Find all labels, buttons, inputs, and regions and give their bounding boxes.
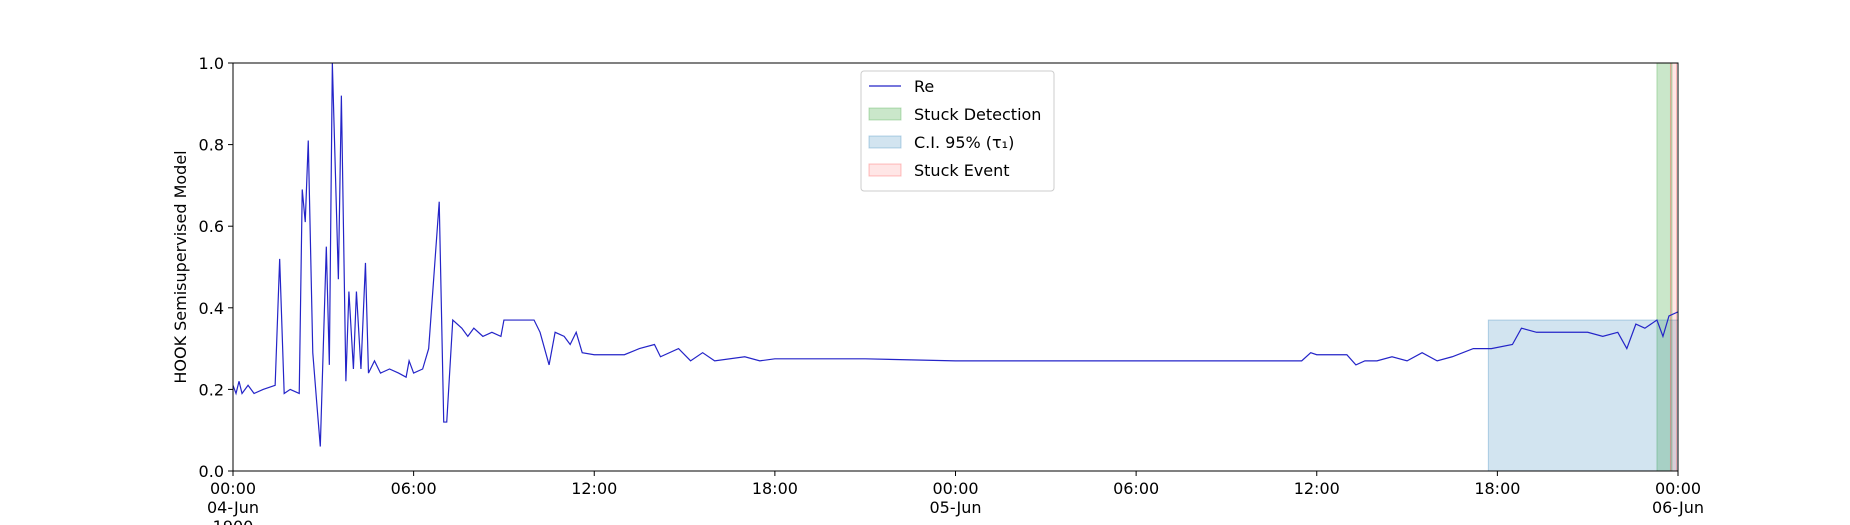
x-tick-label: 18:00 bbox=[752, 479, 798, 498]
y-tick-label: 0.4 bbox=[199, 299, 224, 318]
x-tick-label-line: 18:00 bbox=[1474, 479, 1520, 498]
legend-label: Stuck Event bbox=[914, 161, 1010, 180]
y-tick-label: 0.6 bbox=[199, 217, 224, 236]
x-tick-label-line: 05-Jun bbox=[929, 498, 981, 517]
x-tick-label-line: 04-Jun bbox=[207, 498, 259, 517]
y-tick-label: 0.8 bbox=[199, 136, 224, 155]
y-tick-label: 0.0 bbox=[199, 462, 224, 481]
legend-label: Re bbox=[914, 77, 934, 96]
x-tick-label: 00:00 05-Jun bbox=[929, 479, 981, 517]
x-tick-label-line: 06:00 bbox=[1113, 479, 1159, 498]
x-tick-label: 06:00 bbox=[1113, 479, 1159, 498]
x-tick-label-line: 00:00 bbox=[932, 479, 978, 498]
x-tick-label-line: 18:00 bbox=[752, 479, 798, 498]
x-tick-label: 06:00 bbox=[391, 479, 437, 498]
legend-box bbox=[860, 70, 1055, 192]
x-tick-label-line: 1900 bbox=[213, 517, 254, 525]
legend-patch bbox=[868, 163, 902, 177]
y-tick-label: 1.0 bbox=[199, 54, 224, 73]
data-line bbox=[232, 62, 1679, 447]
legend-patch bbox=[868, 135, 902, 149]
x-tick-label-line: 12:00 bbox=[1294, 479, 1340, 498]
x-tick-label: 18:00 bbox=[1474, 479, 1520, 498]
x-tick-label-line: 12:00 bbox=[571, 479, 617, 498]
span bbox=[1487, 319, 1679, 472]
x-tick-label-line: 06:00 bbox=[391, 479, 437, 498]
span bbox=[1669, 62, 1677, 472]
x-tick-label: 12:00 bbox=[1294, 479, 1340, 498]
legend-label: Stuck Detection bbox=[914, 105, 1041, 124]
x-tick-label-line: 06-Jun bbox=[1652, 498, 1704, 517]
legend-patch bbox=[868, 107, 902, 121]
y-axis-label: HOOK Semisupervised Model bbox=[171, 150, 190, 383]
y-tick-label: 0.2 bbox=[199, 380, 224, 399]
x-tick-label: 00:00 06-Jun bbox=[1652, 479, 1704, 517]
legend-label: C.I. 95% (τ₁) bbox=[914, 133, 1014, 152]
x-tick-label: 12:00 bbox=[571, 479, 617, 498]
x-tick-label-line: 00:00 bbox=[210, 479, 256, 498]
x-tick-label-line: 00:00 bbox=[1655, 479, 1701, 498]
